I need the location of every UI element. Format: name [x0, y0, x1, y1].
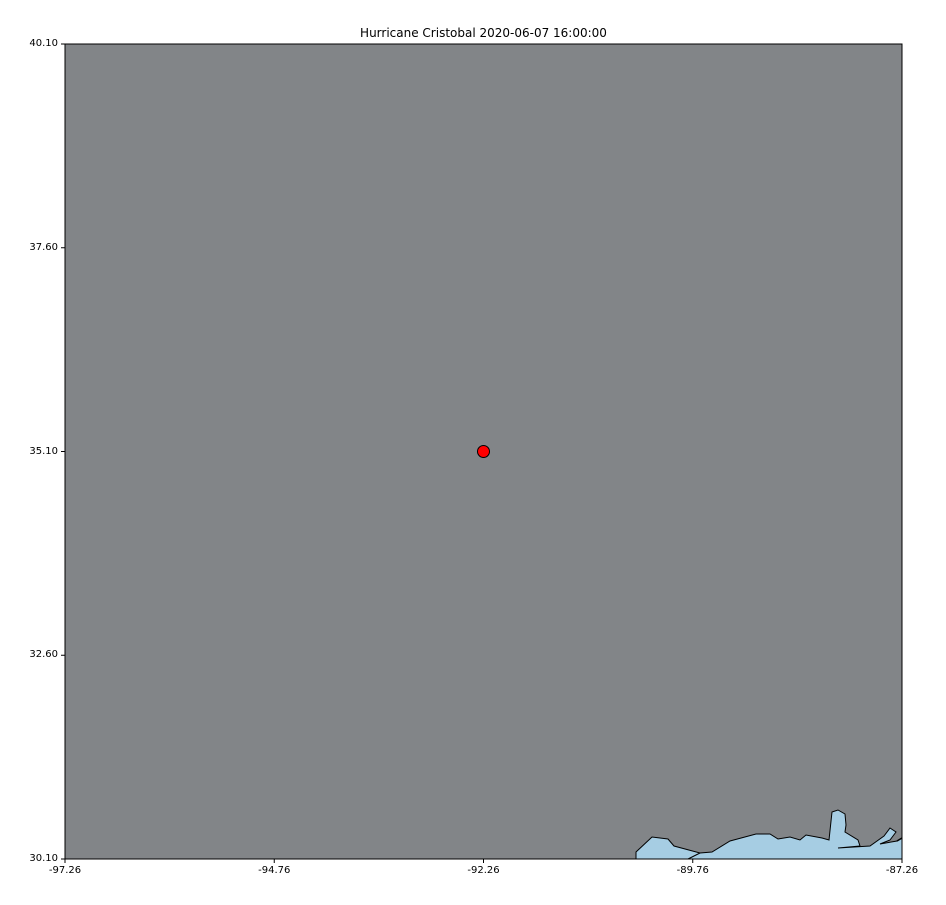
y-tick-label: 32.60 [29, 649, 58, 661]
storm-markers [477, 445, 490, 458]
y-tick-label: 35.10 [29, 445, 58, 457]
x-tick-label: -97.26 [48, 865, 82, 876]
storm-position-marker [477, 445, 490, 458]
x-tick-label: -94.76 [258, 865, 291, 876]
y-tick-label: 37.60 [29, 241, 58, 253]
x-tick-label: -92.26 [467, 865, 500, 876]
y-tick-label: 30.10 [29, 853, 58, 864]
map-title: Hurricane Cristobal 2020-06-07 16:00:00 [360, 26, 607, 40]
y-tick-label: 40.10 [29, 38, 58, 49]
x-tick-label: -89.76 [676, 865, 709, 876]
x-tick-label: -87.26 [885, 865, 919, 876]
gulf-water [635, 809, 903, 860]
tick-marks [61, 43, 903, 863]
